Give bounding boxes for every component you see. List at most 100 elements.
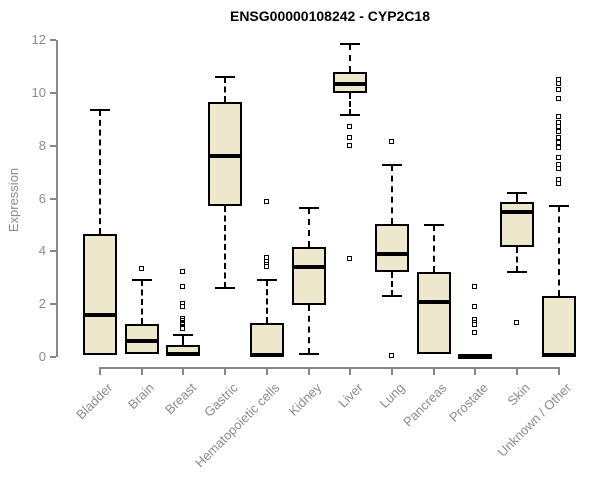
y-tick (50, 144, 56, 147)
y-tick-label: 8 (38, 137, 46, 153)
outlier-point (555, 96, 561, 102)
outlier-point (180, 269, 186, 275)
whisker-cap (90, 109, 110, 111)
outlier-point (388, 138, 394, 144)
whisker-cap (298, 353, 319, 356)
x-axis-line (99, 367, 560, 369)
outlier-point (555, 140, 561, 146)
y-tick (50, 197, 56, 200)
y-axis-line (56, 40, 58, 357)
median-line (500, 209, 534, 214)
whisker-cap (381, 295, 402, 298)
whisker-cap (340, 114, 361, 117)
outlier-point (263, 199, 269, 205)
chart-title: ENSG00000108242 - CYP2C18 (229, 8, 431, 24)
lower-whisker (224, 206, 227, 289)
upper-whisker (99, 110, 101, 235)
y-tick-label: 6 (38, 190, 46, 206)
y-tick-label: 10 (31, 84, 46, 100)
outlier-point (347, 256, 353, 262)
box (374, 223, 409, 273)
box (541, 296, 576, 357)
y-tick-label: 12 (31, 32, 46, 47)
box (249, 322, 284, 357)
y-tick (50, 303, 56, 306)
outlier-point (347, 124, 353, 130)
outlier-point (555, 166, 561, 172)
y-tick-label: 0 (38, 349, 46, 364)
category-label: Unknown / Other (494, 380, 575, 460)
outlier-point (472, 330, 478, 336)
category-label: Skin (504, 380, 533, 409)
whisker-cap (215, 287, 236, 290)
whisker-cap (507, 192, 527, 195)
median-line (291, 265, 326, 270)
upper-whisker (265, 280, 268, 323)
x-tick (182, 367, 185, 375)
whisker-cap (423, 223, 444, 226)
outlier-point (555, 113, 561, 119)
x-tick (432, 367, 435, 375)
upper-whisker (224, 76, 227, 103)
whisker-cap (340, 42, 361, 45)
y-tick (50, 91, 56, 94)
x-tick (516, 367, 518, 375)
x-tick (349, 367, 352, 375)
category-label: Gastric (200, 380, 241, 420)
whisker-cap (507, 271, 527, 274)
outlier-point (555, 134, 561, 140)
outlier-point (555, 180, 561, 186)
category-label: Pancreas (399, 380, 450, 430)
lower-whisker (349, 92, 352, 116)
y-tick (50, 356, 56, 358)
median-line (374, 251, 409, 256)
category-label: Lung (376, 380, 408, 412)
y-tick (50, 250, 56, 253)
outlier-point (388, 352, 394, 358)
median-line (208, 154, 243, 159)
upper-whisker (349, 43, 352, 72)
y-tick-label: 4 (38, 243, 46, 259)
x-tick (224, 367, 227, 375)
median-line (541, 353, 576, 358)
x-tick (390, 367, 393, 375)
outlier-point (555, 129, 561, 135)
whisker-cap (215, 75, 236, 78)
x-tick (140, 367, 143, 375)
lower-whisker (516, 247, 518, 273)
median-line (249, 352, 284, 357)
box (83, 234, 117, 355)
lower-whisker (390, 272, 393, 297)
outlier-point (180, 283, 186, 289)
median-line (458, 353, 493, 358)
x-tick (557, 367, 560, 375)
category-label: Bladder (73, 380, 116, 423)
outlier-point (472, 303, 478, 309)
upper-whisker (557, 206, 560, 297)
outlier-point (555, 124, 561, 130)
x-tick (265, 367, 268, 375)
whisker-cap (173, 333, 194, 336)
category-label: Kidney (285, 380, 325, 419)
whisker-cap (298, 206, 319, 209)
median-line (416, 299, 451, 304)
whisker-cap (548, 205, 569, 208)
category-label: Prostate (446, 380, 491, 425)
upper-whisker (140, 280, 143, 324)
outlier-point (472, 322, 478, 328)
upper-whisker (390, 165, 393, 224)
outlier-point (514, 319, 519, 325)
upper-whisker (516, 193, 518, 203)
median-line (124, 339, 159, 344)
category-label: Liver (335, 380, 366, 411)
whisker-cap (381, 164, 402, 167)
x-tick (307, 367, 310, 375)
outlier-point (555, 80, 561, 86)
lower-whisker (307, 305, 310, 355)
upper-whisker (432, 224, 435, 273)
median-line (83, 312, 117, 317)
y-tick-label: 2 (38, 296, 46, 312)
x-tick (99, 367, 101, 375)
